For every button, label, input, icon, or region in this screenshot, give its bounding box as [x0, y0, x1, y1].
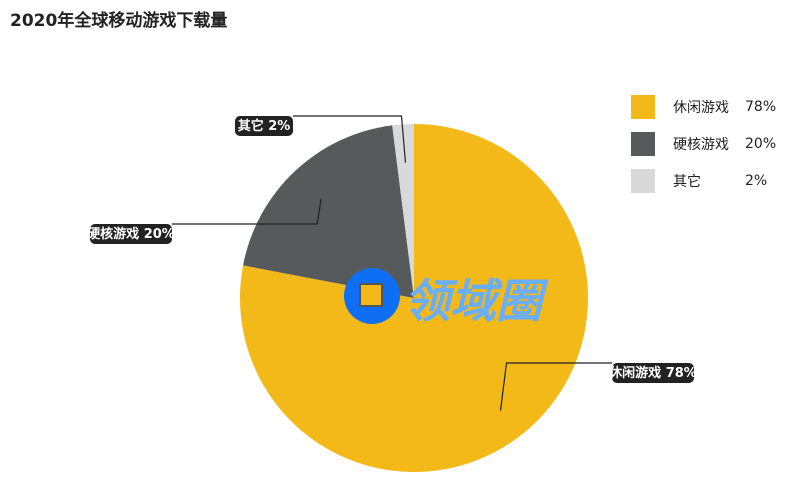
legend-value: 20%	[745, 136, 777, 152]
legend-item[interactable]: 硬核游戏 20%	[631, 132, 776, 156]
label-leader-line	[293, 115, 407, 163]
legend: 休闲游戏 78% 硬核游戏 20% 其它 2%	[631, 95, 776, 206]
legend-item[interactable]: 其它 2%	[631, 169, 776, 193]
legend-label: 休闲游戏	[673, 100, 729, 116]
pie-slice[interactable]	[392, 124, 414, 298]
label-text: 其它 2%	[238, 118, 291, 134]
legend-value: 2%	[745, 173, 768, 189]
legend-label: 其它	[673, 174, 701, 190]
chart-title: 2020年全球移动游戏下载量	[10, 11, 228, 31]
pie-slice[interactable]	[243, 125, 414, 298]
legend-swatch	[631, 95, 655, 119]
label-leader-line	[499, 362, 612, 411]
label-text: 硬核游戏 20%	[87, 226, 175, 242]
label-box	[612, 363, 694, 383]
watermark-square	[359, 283, 383, 307]
watermark-text: 领域圈	[404, 274, 549, 328]
watermark-logo: 领域圈	[344, 268, 549, 328]
label-leader-line	[172, 198, 322, 225]
legend-value: 78%	[745, 99, 777, 115]
legend-label: 硬核游戏	[673, 137, 729, 153]
label-box	[235, 116, 293, 136]
slice-label: 休闲游戏 78%	[499, 362, 697, 411]
slice-label: 其它 2%	[235, 115, 407, 163]
label-box	[90, 224, 172, 244]
legend-item[interactable]: 休闲游戏 78%	[631, 95, 776, 119]
legend-swatch	[631, 169, 655, 193]
legend-swatch	[631, 132, 655, 156]
label-text: 休闲游戏 78%	[608, 365, 697, 381]
slice-label: 硬核游戏 20%	[87, 198, 322, 244]
